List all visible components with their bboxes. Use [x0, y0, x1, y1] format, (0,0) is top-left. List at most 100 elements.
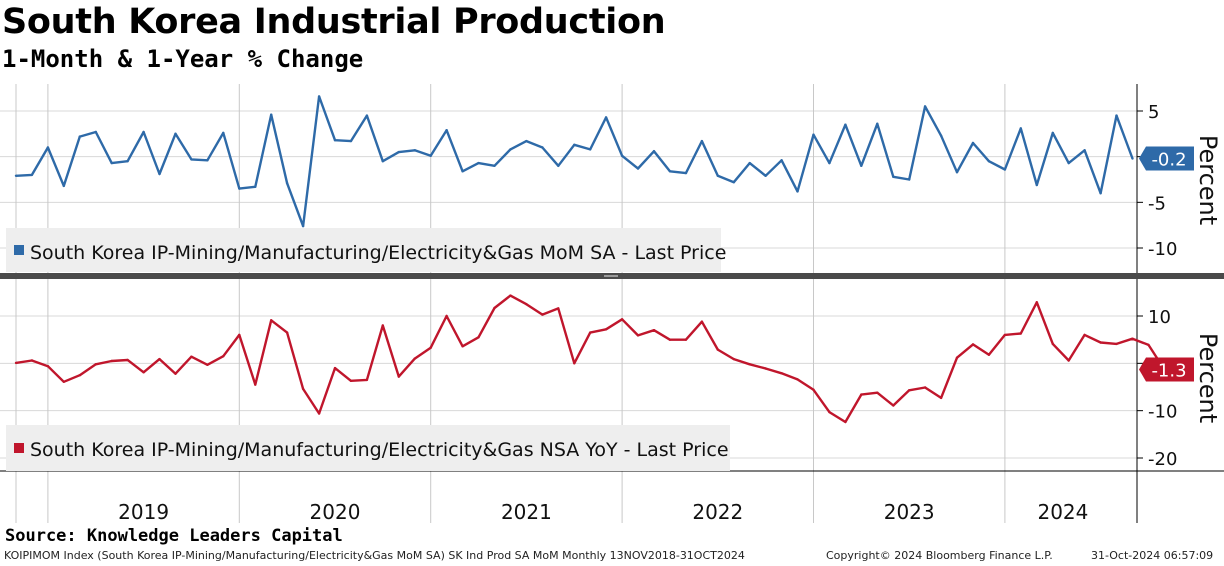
data-point — [541, 313, 544, 316]
data-point — [684, 338, 688, 341]
data-point — [270, 113, 273, 116]
data-point — [1003, 168, 1007, 171]
top-legend-swatch — [14, 245, 24, 255]
data-point — [349, 139, 353, 143]
data-point — [1051, 131, 1055, 135]
data-point — [206, 363, 209, 366]
data-point — [557, 164, 560, 167]
chart-title: South Korea Industrial Production — [2, 2, 666, 42]
data-point — [317, 412, 321, 415]
data-point — [62, 184, 65, 188]
data-point — [46, 146, 50, 149]
data-point — [110, 161, 113, 165]
data-point — [1131, 157, 1134, 160]
data-point — [876, 122, 879, 126]
data-point — [668, 338, 672, 341]
bottom-y-ticks: 10 -10 -20 — [1137, 307, 1177, 470]
data-point — [923, 386, 927, 389]
data-point — [381, 324, 384, 327]
data-point — [987, 353, 991, 356]
data-point — [78, 135, 82, 138]
data-point — [1035, 301, 1039, 304]
data-point — [301, 224, 305, 228]
data-point — [461, 345, 464, 348]
top-last-value-label: -0.2 — [1151, 149, 1186, 170]
bottom-legend-box — [6, 425, 730, 471]
data-point — [110, 359, 113, 363]
data-point — [445, 314, 448, 318]
data-point — [493, 164, 496, 167]
data-point — [1099, 341, 1102, 344]
top-y-ticks: 5 -5 -10 — [1137, 102, 1177, 260]
data-point — [477, 161, 480, 165]
data-point — [636, 334, 640, 337]
bottom-legend-label: South Korea IP-Mining/Manufacturing/Elec… — [30, 439, 729, 461]
data-point — [876, 391, 879, 394]
data-point — [190, 158, 193, 161]
data-point — [349, 379, 353, 382]
data-point — [254, 185, 257, 188]
data-point — [939, 396, 943, 400]
data-point — [939, 134, 943, 137]
data-point — [828, 410, 831, 414]
data-point — [812, 388, 815, 391]
data-point — [525, 303, 528, 306]
data-point — [700, 139, 704, 143]
bottom-last-value-label: -1.3 — [1151, 360, 1186, 381]
data-point — [14, 174, 18, 177]
series-line — [15, 294, 1166, 424]
data-point — [780, 159, 783, 162]
x-year-label: 2020 — [310, 500, 361, 524]
data-point — [509, 294, 512, 297]
data-point — [78, 374, 82, 377]
data-point — [573, 362, 576, 365]
data-point — [1083, 149, 1086, 152]
data-point — [285, 182, 289, 185]
data-point — [732, 357, 735, 361]
data-point — [222, 131, 225, 135]
data-point — [94, 363, 98, 366]
data-point — [30, 359, 34, 362]
data-point — [126, 358, 129, 362]
data-point — [684, 171, 688, 175]
data-point — [1099, 192, 1102, 195]
panel-divider-handle[interactable] — [604, 275, 618, 277]
data-point — [971, 141, 975, 145]
data-point — [860, 393, 863, 396]
data-point — [1019, 332, 1022, 335]
x-year-label: 2022 — [692, 500, 743, 524]
data-point — [493, 306, 496, 310]
data-point — [892, 175, 895, 178]
top-legend-label: South Korea IP-Mining/Manufacturing/Elec… — [30, 242, 726, 264]
data-point — [429, 154, 432, 157]
data-point — [1147, 343, 1150, 347]
y-tick-label: -10 — [1148, 239, 1177, 260]
bottom-legend-swatch — [14, 443, 24, 453]
data-point — [397, 375, 400, 378]
data-point — [748, 363, 751, 366]
data-point — [397, 150, 400, 154]
data-point — [1051, 342, 1055, 346]
data-point — [94, 130, 98, 134]
data-point — [668, 170, 672, 173]
data-point — [477, 336, 480, 339]
data-point — [700, 320, 704, 323]
yoy-series-group — [14, 294, 1166, 424]
data-point — [445, 129, 448, 132]
data-point — [923, 105, 927, 108]
x-year-label: 2019 — [118, 500, 169, 524]
data-point — [860, 164, 863, 167]
data-point — [126, 160, 129, 163]
footer-index-description: KOIPIMOM Index (South Korea IP-Mining/Ma… — [4, 549, 745, 562]
data-point — [238, 333, 241, 337]
data-point — [780, 372, 783, 375]
data-point — [285, 331, 289, 334]
data-point — [1067, 359, 1070, 362]
data-point — [174, 372, 177, 375]
data-point — [381, 160, 384, 163]
chart-subtitle: 1-Month & 1-Year % Change — [2, 45, 364, 73]
data-point — [46, 365, 50, 368]
data-point — [254, 383, 257, 386]
data-point — [222, 355, 225, 358]
